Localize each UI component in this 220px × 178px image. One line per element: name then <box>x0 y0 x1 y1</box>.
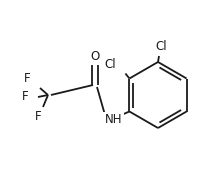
Text: Cl: Cl <box>105 58 116 71</box>
Text: F: F <box>23 72 30 85</box>
Text: NH: NH <box>105 113 122 126</box>
Text: F: F <box>21 90 28 103</box>
Text: O: O <box>90 51 100 64</box>
Text: F: F <box>35 111 41 124</box>
Text: Cl: Cl <box>155 41 167 54</box>
